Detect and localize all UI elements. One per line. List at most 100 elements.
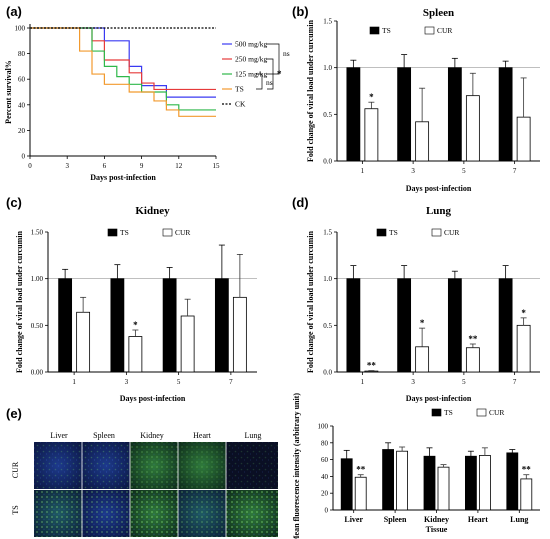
micrograph-texture xyxy=(82,442,130,489)
y-tick-label: 1.5 xyxy=(323,229,332,237)
row-label-cur: CUR xyxy=(11,461,20,478)
y-tick-label: 40 xyxy=(18,101,26,109)
x-tick-label: 12 xyxy=(175,162,183,170)
significance-mark: * xyxy=(277,69,282,79)
legend-swatch-ts xyxy=(369,26,380,35)
y-axis-label: Mean fluorescence intensity (arbitrary u… xyxy=(292,393,301,539)
significance-mark: ** xyxy=(468,334,478,344)
panel-label-a: (a) xyxy=(6,4,22,19)
x-tick-label: 3 xyxy=(411,378,415,386)
x-tick-label: 7 xyxy=(513,378,517,386)
bracket-125-ts xyxy=(256,73,263,90)
ts-bar-lung xyxy=(506,452,519,511)
legend-label-ts: TS xyxy=(120,228,129,237)
cur-bar-lung xyxy=(520,478,533,511)
row-label-ts: TS xyxy=(11,505,20,514)
survival-line-ts xyxy=(30,27,216,117)
cur-bar-3 xyxy=(415,346,430,373)
legend-label: CK xyxy=(235,100,246,109)
ts-bar-1 xyxy=(58,278,73,373)
x-tick-label: 1 xyxy=(361,378,365,386)
legend-swatch-cur xyxy=(162,228,173,237)
legend-label-ts: TS xyxy=(382,26,391,35)
y-axis-label: Fold change of viral load under curcumin xyxy=(15,230,24,372)
chart-title: Kidney xyxy=(135,205,170,217)
x-tick-label: Lung xyxy=(510,515,528,524)
y-tick-label: 0.5 xyxy=(323,322,332,330)
y-tick-label: 0 xyxy=(325,507,329,515)
legend-swatch-ts xyxy=(376,228,387,237)
y-tick-label: 0.5 xyxy=(323,111,332,119)
chart-title: Spleen xyxy=(423,7,454,19)
ts-bar-7 xyxy=(214,278,229,373)
legend-label-cur: CUR xyxy=(175,228,190,237)
micrograph-texture xyxy=(130,490,178,537)
significance-mark: ns xyxy=(283,49,290,58)
spleen-bar-chart: 0.0 0.5 1.0 1.5 1 * 3 5 7 Spleen TS CUR Days post-in… xyxy=(306,7,540,193)
x-tick-label: 7 xyxy=(513,167,517,175)
ts-bar-1 xyxy=(346,278,361,373)
x-tick-label: 1 xyxy=(361,167,365,175)
cur-bar-7 xyxy=(516,324,531,373)
ts-bar-3 xyxy=(110,278,125,373)
x-tick-label: 15 xyxy=(213,162,221,170)
micrograph-texture xyxy=(226,490,278,537)
cur-bar-1 xyxy=(76,311,91,373)
legend-label-cur: CUR xyxy=(437,26,452,35)
x-tick-label: 0 xyxy=(28,162,32,170)
column-label-heart: Heart xyxy=(193,431,212,440)
panel-label-d: (d) xyxy=(292,195,309,210)
legend-swatch-cur xyxy=(424,26,435,35)
x-tick-label: 5 xyxy=(462,167,466,175)
cur-bar-1 xyxy=(364,108,379,162)
y-tick-label: 80 xyxy=(18,50,26,58)
legend-label: 125 mg/kg xyxy=(235,70,268,79)
ts-bar-liver xyxy=(340,458,353,511)
cur-bar-liver xyxy=(354,476,367,511)
legend-label-ts: TS xyxy=(444,408,453,417)
cur-bar-3 xyxy=(415,121,430,162)
y-tick-label: 0.0 xyxy=(323,369,332,377)
x-tick-label: Heart xyxy=(468,515,488,524)
cur-bar-5 xyxy=(465,95,480,162)
significance-mark: ** xyxy=(367,361,377,371)
x-tick-label: 3 xyxy=(411,167,415,175)
cur-bar-spleen xyxy=(396,450,409,511)
micrograph-texture xyxy=(178,442,226,489)
micrograph-dividers xyxy=(34,442,278,537)
kidney-bar-chart: 0.00 0.50 1.00 1.50 1 3 * 5 7 Kidney TS CUR Days pos… xyxy=(15,205,257,403)
y-tick-label: 60 xyxy=(321,456,329,464)
x-tick-label: 3 xyxy=(65,162,69,170)
survival-line-125-mg-kg xyxy=(30,27,216,111)
x-tick-label: Liver xyxy=(344,515,363,524)
x-tick-label: 6 xyxy=(103,162,107,170)
y-axis-label: Fold change of viral load under curcumin xyxy=(306,19,315,161)
survival-line-250-mg-kg xyxy=(30,27,216,91)
legend-swatch-cur xyxy=(476,408,487,417)
cur-bar-7 xyxy=(516,116,531,162)
micrograph-texture xyxy=(82,490,130,537)
x-tick-label: 5 xyxy=(462,378,466,386)
x-tick-label: Kidney xyxy=(424,515,449,524)
x-axis-label: Days post-infection xyxy=(406,184,472,193)
y-tick-label: 40 xyxy=(321,473,329,481)
chart-title: Lung xyxy=(426,205,452,217)
y-tick-label: 80 xyxy=(321,439,329,447)
cur-bar-1 xyxy=(364,370,379,373)
y-tick-label: 1.00 xyxy=(31,275,44,283)
y-tick-label: 1.5 xyxy=(323,18,332,26)
y-axis-label: Fold change of viral load under curcumin xyxy=(306,230,315,372)
legend-label-cur: CUR xyxy=(489,408,504,417)
bracket-250-ts xyxy=(267,58,274,90)
legend-label-ts: TS xyxy=(389,228,398,237)
micrograph-texture xyxy=(34,442,82,489)
ts-bar-kidney xyxy=(423,455,436,511)
x-tick-label: 1 xyxy=(72,378,76,386)
legend-label: 250 mg/kg xyxy=(235,55,268,64)
column-label-kidney: Kidney xyxy=(140,431,164,440)
x-axis-label: Days post-infection xyxy=(90,173,156,182)
y-tick-label: 100 xyxy=(15,25,26,33)
legend-label-cur: CUR xyxy=(444,228,459,237)
